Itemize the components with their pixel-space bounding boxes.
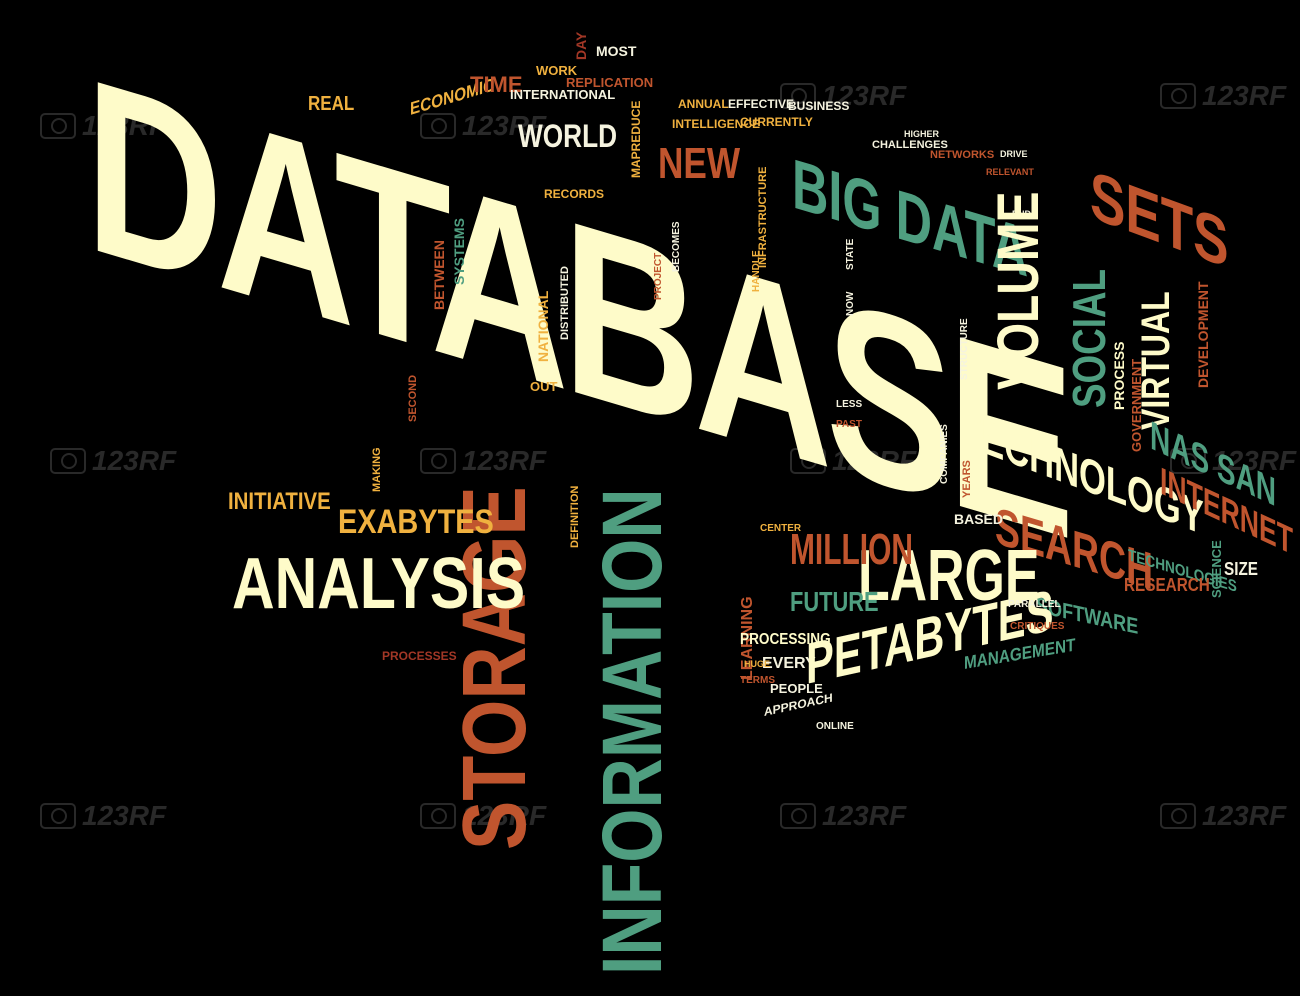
watermark: 123RF xyxy=(420,445,546,477)
word-information: INFORMATION xyxy=(585,488,679,975)
word-records: RECORDS xyxy=(544,187,605,201)
camera-icon xyxy=(1160,803,1196,829)
word-project: PROJECT xyxy=(653,252,664,300)
word-large: LARGE xyxy=(858,536,1040,616)
word-people: PEOPLE xyxy=(770,681,823,696)
camera-icon xyxy=(420,448,456,474)
camera-icon xyxy=(420,803,456,829)
word-higher: HIGHER xyxy=(904,129,940,139)
word-currently: CURRENTLY xyxy=(740,115,813,129)
word-challenges: CHALLENGES xyxy=(872,139,948,151)
word-sets: SETS xyxy=(1090,156,1229,283)
watermark: 123RF xyxy=(1160,80,1286,112)
watermark: 123RF xyxy=(780,800,906,832)
word-initiative: INITIATIVE xyxy=(228,488,331,515)
word-huge: HUGE xyxy=(744,659,771,669)
word-second: SECOND xyxy=(407,374,419,422)
watermark: 123RF xyxy=(50,445,176,477)
word-time: TIME xyxy=(470,72,523,97)
word-process: PROCESS xyxy=(1111,341,1127,410)
word-every: EVERY xyxy=(762,655,816,672)
word-mapreduce: MAPREDUCE xyxy=(629,100,643,178)
word-social: SOCIAL xyxy=(1063,268,1115,408)
word-structure: STRUCTURE xyxy=(959,318,970,380)
word-drive: DRIVE xyxy=(1000,149,1028,159)
word-becomes: BECOMES xyxy=(671,221,682,272)
camera-icon xyxy=(50,448,86,474)
word-volume: VOLUME xyxy=(986,191,1051,391)
word-critiques: CRITIQUES xyxy=(1010,621,1065,632)
word-now: NOW xyxy=(845,291,856,316)
camera-icon xyxy=(790,448,826,474)
word-exabytes: EXABYTES xyxy=(338,503,494,541)
watermark: 123RF xyxy=(780,80,906,112)
camera-icon xyxy=(1170,448,1206,474)
word-relevant: RELEVANT xyxy=(986,167,1034,177)
camera-icon xyxy=(40,113,76,139)
word-companies: COMPANIES xyxy=(939,424,950,484)
watermark: 123RF xyxy=(1170,445,1296,477)
word-analysis: ANALYSIS xyxy=(232,544,526,624)
word-center: CENTER xyxy=(760,523,802,534)
watermark: 123RF xyxy=(40,110,166,142)
camera-icon xyxy=(40,803,76,829)
word-million: MILLION xyxy=(790,525,913,574)
word-size: SIZE xyxy=(1224,559,1259,579)
word-work: WORK xyxy=(536,63,578,78)
word-replication: REPLICATION xyxy=(566,75,654,90)
word-terms: TERMS xyxy=(740,675,775,686)
word-past: PAST xyxy=(836,419,862,430)
word-most: MOST xyxy=(596,43,637,59)
word-annual: ANNUAL xyxy=(678,97,729,111)
word-parallel: PARALLEL xyxy=(1008,599,1061,610)
word-out: OUT xyxy=(530,379,558,394)
word-between: BETWEEN xyxy=(431,240,447,310)
watermark: 123RF xyxy=(790,445,916,477)
word-research: RESEARCH xyxy=(1124,575,1210,595)
word-science: SCIENCE xyxy=(1209,540,1224,598)
word-state: STATE xyxy=(845,238,856,270)
camera-icon xyxy=(780,803,816,829)
watermark: 123RF xyxy=(40,800,166,832)
word-development: DEVELOPMENT xyxy=(1195,281,1211,388)
word-distributed: DISTRIBUTED xyxy=(559,266,571,340)
camera-icon xyxy=(1160,83,1196,109)
watermark: 123RF xyxy=(420,800,546,832)
word-handle: HANDLE xyxy=(751,250,762,292)
word-future: FUTURE xyxy=(790,586,879,617)
camera-icon xyxy=(420,113,456,139)
word-systems: SYSTEMS xyxy=(451,218,467,285)
word-end: END xyxy=(1012,209,1032,219)
word-new: NEW xyxy=(658,139,741,188)
word-making: MAKING xyxy=(371,447,383,492)
word-years: YEARS xyxy=(961,460,973,498)
word-national: NATIONAL xyxy=(535,290,551,362)
word-based: BASED xyxy=(954,511,1004,527)
word-effective: EFFECTIVE xyxy=(728,97,795,111)
watermark: 123RF xyxy=(1160,800,1286,832)
word-international: INTERNATIONAL xyxy=(510,87,616,102)
word-government: GOVERNMENT xyxy=(1129,358,1144,452)
word-processes: PROCESSES xyxy=(382,649,457,663)
word-less: LESS xyxy=(836,399,863,410)
word-online: ONLINE xyxy=(816,721,854,732)
word-real: REAL xyxy=(308,93,355,115)
word-processing: PROCESSING xyxy=(740,631,831,648)
word-networks: NETWORKS xyxy=(930,149,995,161)
word-definition: DEFINITION xyxy=(569,485,581,548)
word-world: WORLD xyxy=(518,118,618,154)
word-intelligence: INTELLIGENCE xyxy=(672,117,761,131)
watermark: 123RF xyxy=(420,110,546,142)
word-business: BUSINESS xyxy=(788,99,850,113)
word-day: DAY xyxy=(573,31,589,60)
camera-icon xyxy=(780,83,816,109)
